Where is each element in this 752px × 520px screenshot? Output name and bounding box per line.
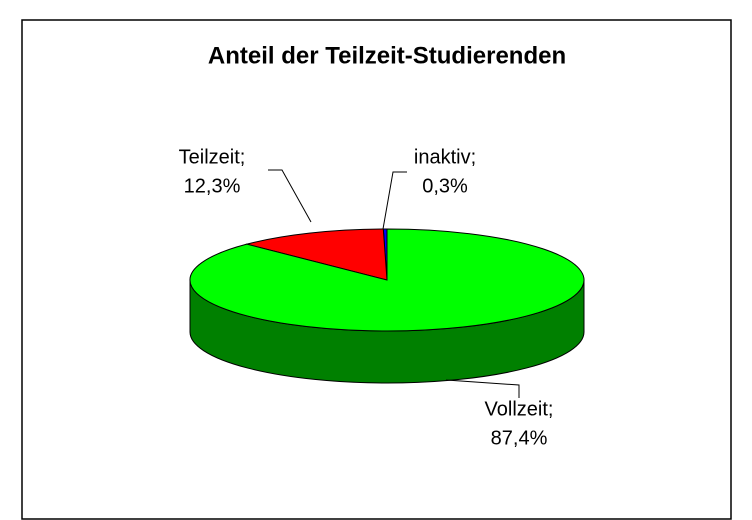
leader-line [382,171,407,230]
slice-label: inaktiv; [414,146,476,168]
chart-title: Anteil der Teilzeit-Studierenden [208,42,566,69]
leader-line [268,169,312,223]
slice-value-label: 0,3% [422,175,468,197]
slice-label: Vollzeit; [485,398,554,420]
slice-label: Teilzeit; [179,146,246,168]
slice-value-label: 87,4% [491,427,548,449]
pie-slice [244,228,388,281]
pie-slice [189,228,585,332]
leader-line [445,379,520,398]
slice-value-label: 12,3% [184,175,241,197]
